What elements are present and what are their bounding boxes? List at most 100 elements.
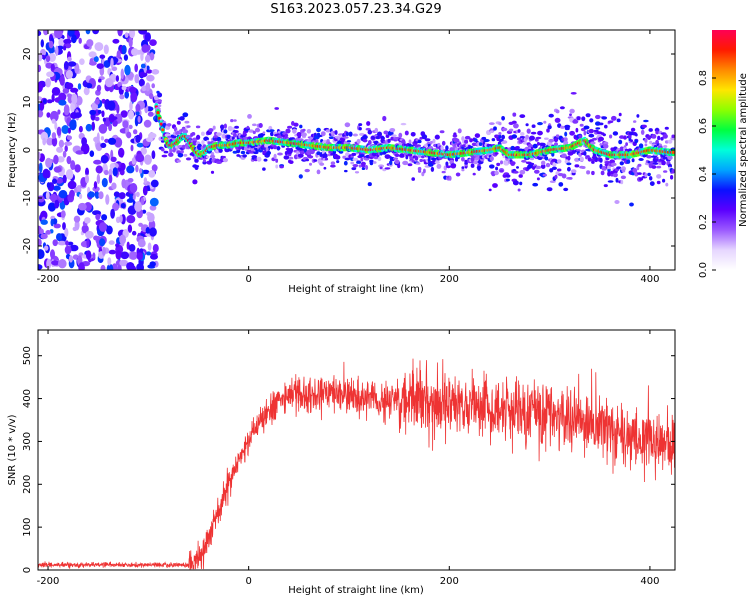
spectrogram-halo-cell	[561, 173, 567, 179]
spectrogram-halo-cell	[408, 139, 412, 144]
spectrogram-halo-cell	[163, 150, 169, 154]
spectrogram-halo-cell	[434, 134, 440, 140]
spectrogram-noise-cell	[63, 38, 72, 45]
spectrogram-halo-cell	[633, 120, 637, 123]
spectrogram-noise-cell	[138, 222, 144, 227]
spectrogram-noise-cell	[57, 240, 67, 246]
spectrogram-halo-cell	[160, 140, 165, 143]
spectrogram-noise-cell	[151, 69, 160, 75]
spectrogram-noise-cell	[120, 251, 130, 260]
spectrogram-noise-cell	[64, 227, 69, 238]
spectrogram-halo-cell	[470, 163, 475, 168]
spectrogram-noise-cell	[55, 45, 59, 57]
spectrogram-halo-cell	[439, 130, 445, 134]
spectrogram-noise-cell	[135, 191, 140, 198]
spectrogram-halo-cell	[472, 172, 476, 176]
spectrogram-noise-cell	[100, 154, 109, 164]
spectrogram-noise-cell	[146, 251, 152, 256]
spectrogram-halo-cell	[556, 168, 562, 172]
spectrogram-halo-cell	[513, 170, 519, 174]
spectrogram-halo-cell	[532, 182, 539, 187]
spectrogram-halo-cell	[495, 166, 499, 171]
spectrogram-halo-cell	[345, 131, 349, 137]
spectrogram-halo-cell	[277, 152, 283, 156]
spectrogram-halo-cell	[542, 173, 547, 177]
spectrogram-noise-cell	[63, 104, 70, 116]
spectrogram-noise-cell	[94, 98, 100, 105]
spectrogram-x-tick-label: 200	[440, 274, 459, 285]
spectrogram-halo-cell	[184, 120, 190, 124]
spectrogram-halo-cell	[590, 141, 596, 145]
spectrogram-halo-cell	[298, 138, 304, 142]
spectrogram-noise-cell	[93, 56, 99, 63]
spectrogram-noise-cell	[94, 116, 100, 122]
spectrogram-halo-cell	[275, 158, 279, 163]
spectrogram-noise-cell	[85, 230, 94, 239]
spectrogram-noise-cell	[145, 69, 153, 74]
spectrogram-halo-cell	[656, 165, 662, 169]
spectrogram-noise-cell	[128, 109, 134, 120]
spectrogram-halo-cell	[293, 122, 299, 127]
spectrogram-halo-cell	[212, 125, 216, 130]
spectrogram-noise-cell	[116, 50, 121, 59]
spectrogram-noise-cell	[63, 61, 69, 70]
spectrogram-halo-cell	[371, 152, 378, 157]
spectrogram-halo-cell	[611, 162, 617, 167]
colorbar-label: Normalized spectral amplitude	[738, 73, 749, 227]
spectrogram-noise-cell	[146, 65, 150, 71]
spectrogram-noise-cell	[38, 151, 41, 160]
spectrogram-halo-cell	[664, 126, 669, 130]
spectrogram-x-tick-label: 400	[640, 274, 659, 285]
spectrogram-halo-cell	[637, 163, 642, 167]
spectrogram-noise-cell	[129, 101, 133, 111]
spectrogram-halo-cell	[344, 157, 351, 161]
spectrogram-halo-cell	[517, 188, 521, 192]
spectrogram-halo-cell	[179, 116, 185, 121]
spectrogram-halo-cell	[169, 147, 173, 153]
spectrogram-noise-cell	[147, 242, 152, 251]
spectrogram-noise-cell	[107, 257, 112, 266]
spectrogram-halo-cell	[647, 135, 652, 141]
spectrogram-halo-cell	[251, 155, 258, 159]
spectrogram-halo-cell	[351, 152, 357, 156]
spectrogram-halo-cell	[182, 112, 189, 118]
spectrogram-x-tick-label: -200	[37, 274, 60, 285]
spectrogram-noise-cell	[95, 213, 101, 221]
spectrogram-halo-cell	[502, 140, 508, 144]
spectrogram-noise-cell	[69, 189, 75, 198]
spectrogram-halo-cell	[432, 138, 436, 144]
spectrogram-noise-cell	[45, 230, 51, 235]
spectrogram-halo-cell	[315, 138, 319, 144]
spectrogram-noise-cell	[40, 131, 48, 141]
spectrogram-halo-cell	[662, 178, 666, 183]
spectrogram-halo-cell	[529, 135, 535, 141]
spectrogram-halo-cell	[639, 177, 644, 181]
spectrogram-halo-cell	[398, 140, 403, 146]
spectrogram-halo-cell	[382, 115, 387, 122]
spectrogram-halo-cell	[579, 123, 584, 127]
spectrogram-noise-cell	[68, 255, 73, 263]
spectrogram-halo-cell	[191, 132, 196, 136]
spectrogram-halo-cell	[496, 162, 501, 167]
spectrogram-halo-cell	[262, 167, 266, 171]
spectrogram-halo-cell	[283, 155, 290, 160]
spectrogram-halo-cell	[335, 155, 341, 160]
spectrogram-halo-cell	[161, 154, 168, 158]
spectrogram-halo-cell	[505, 174, 511, 178]
spectrogram-halo-cell	[186, 125, 191, 128]
spectrogram-noise-cell	[115, 75, 119, 82]
spectrogram-halo-cell	[230, 119, 234, 123]
spectrogram-noise-cell	[65, 69, 73, 79]
spectrogram-noise-cell	[128, 124, 133, 130]
spectrogram-halo-cell	[292, 128, 297, 134]
spectrogram-halo-cell	[464, 159, 468, 164]
spectrogram-halo-cell	[445, 161, 449, 167]
spectrogram-noise-cell	[120, 203, 126, 209]
spectrogram-halo-cell	[301, 132, 307, 137]
spectrogram-noise-cell	[46, 258, 52, 269]
spectrogram-halo-cell	[401, 139, 406, 144]
spectrogram-halo-cell	[222, 158, 228, 163]
spectrogram-noise-cell	[85, 250, 92, 260]
spectrogram-halo-cell	[561, 153, 567, 159]
spectrogram-noise-cell	[149, 227, 157, 237]
